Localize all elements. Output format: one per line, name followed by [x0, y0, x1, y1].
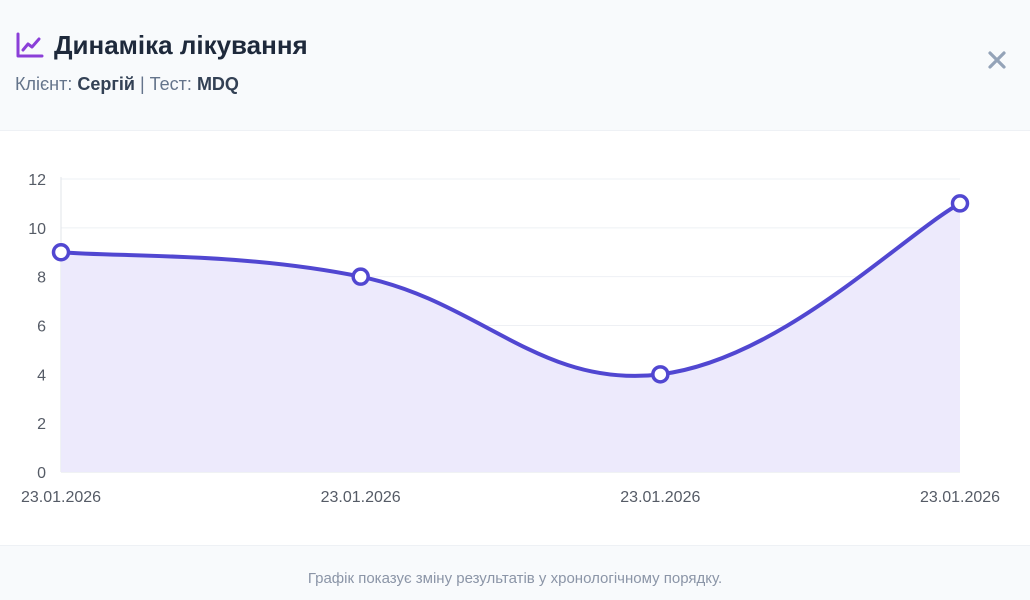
x-tick-label: 23.01.2026 [21, 489, 101, 506]
footer-note: Графік показує зміну результатів у хроно… [307, 570, 723, 587]
data-point [950, 194, 970, 213]
close-icon [988, 51, 1006, 69]
x-tick-label: 23.01.2026 [620, 489, 700, 506]
modal-title: Динаміка лікування [54, 30, 308, 60]
chart-line-icon [15, 30, 45, 60]
modal-footer: Графік показує зміну результатів у хроно… [0, 545, 1030, 600]
client-label: Клієнт: [15, 74, 73, 94]
title-row: Динаміка лікування [15, 28, 308, 62]
test-label: Тест: [149, 74, 192, 94]
series-area [61, 203, 960, 472]
close-button[interactable] [982, 45, 1012, 75]
y-tick-label: 10 [28, 221, 46, 238]
x-tick-label: 23.01.2026 [321, 489, 401, 506]
data-point [51, 243, 71, 262]
client-name: Сергій [77, 74, 135, 94]
y-tick-label: 4 [37, 367, 46, 384]
y-tick-label: 6 [37, 319, 46, 336]
separator: | [139, 74, 145, 94]
test-name: MDQ [196, 74, 239, 94]
line-chart: 0 2 4 6 8 10 12 23.01.2026 23.01.2026 23.01.2026 2… [21, 172, 1000, 506]
data-point [351, 267, 370, 286]
modal-header: Динаміка лікування Клієнт: Сергій | Тест… [0, 0, 1030, 131]
y-tick-label: 8 [37, 270, 46, 287]
y-tick-label: 2 [37, 416, 46, 433]
data-point [651, 365, 670, 384]
y-tick-label: 0 [37, 465, 46, 482]
y-tick-label: 12 [28, 172, 46, 189]
subtitle: Клієнт: Сергій | Тест: MDQ [15, 72, 239, 96]
x-tick-label: 23.01.2026 [920, 489, 1000, 506]
series-line [59, 201, 962, 378]
chart-area: 0 2 4 6 8 10 12 23.01.2026 23.01.2026 23.01.2026 2… [0, 131, 1030, 545]
